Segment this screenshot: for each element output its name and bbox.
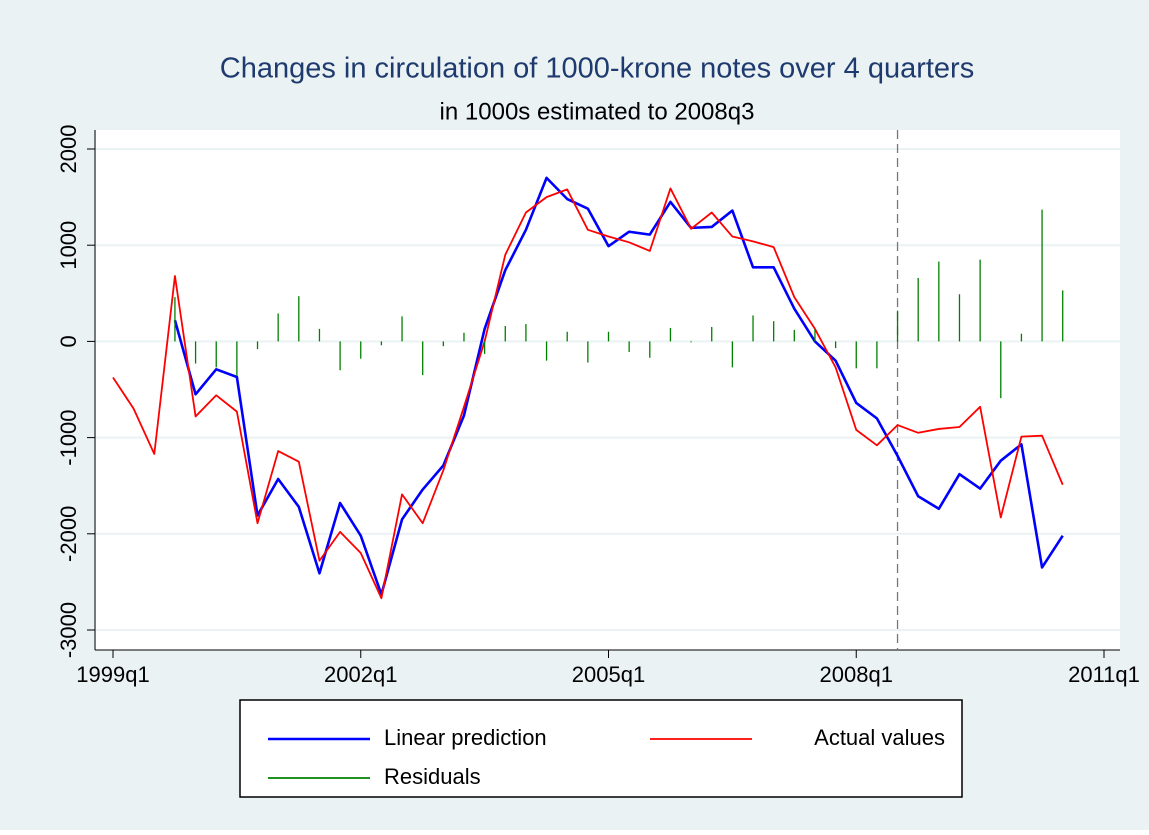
y-tick-label: -1000 bbox=[56, 409, 81, 465]
y-tick-label: 0 bbox=[56, 335, 81, 347]
legend-label: Linear prediction bbox=[384, 725, 547, 750]
y-tick-label: -3000 bbox=[56, 602, 81, 658]
chart-title: Changes in circulation of 1000-krone not… bbox=[220, 53, 974, 85]
x-tick-label: 2005q1 bbox=[572, 662, 645, 687]
legend-box bbox=[239, 699, 963, 798]
y-tick-label: 2000 bbox=[56, 125, 81, 174]
series-line bbox=[112, 187, 1064, 600]
y-tick-label: 1000 bbox=[56, 221, 81, 270]
legend-label: Actual values bbox=[814, 725, 945, 750]
legend bbox=[239, 699, 963, 798]
x-tick-label: 2008q1 bbox=[820, 662, 893, 687]
legend-label: Residuals bbox=[384, 764, 481, 789]
x-tick-label: 2002q1 bbox=[324, 662, 397, 687]
x-tick-label: 1999q1 bbox=[76, 662, 149, 687]
chart-subtitle: in 1000s estimated to 2008q3 bbox=[440, 98, 755, 125]
x-tick-label: 2011q1 bbox=[1068, 662, 1140, 687]
plot-area bbox=[96, 130, 1120, 650]
y-tick-label: -2000 bbox=[56, 506, 81, 562]
